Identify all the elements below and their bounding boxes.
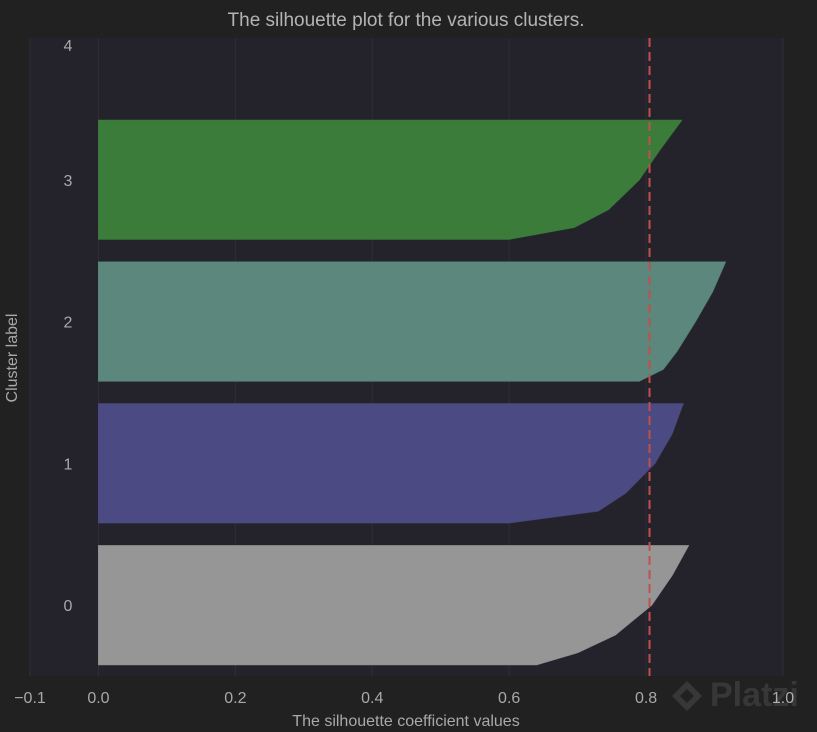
y-tick-label: 2 — [64, 315, 73, 332]
platzi-watermark: Platzi — [670, 676, 799, 715]
x-tick-label: 0.6 — [498, 690, 520, 707]
silhouette-band-cluster-1 — [98, 403, 684, 524]
x-tick-label: 1.0 — [772, 690, 794, 707]
silhouette-band-cluster-2 — [98, 261, 727, 382]
silhouette-band-cluster-0 — [98, 545, 690, 666]
x-tick-label: 0.8 — [635, 690, 657, 707]
x-tick-labels: −0.1 0.0 0.2 0.4 0.6 0.8 1.0 — [14, 690, 794, 707]
y-tick-label: 3 — [64, 173, 73, 190]
x-tick-label: 0.0 — [87, 690, 109, 707]
y-tick-label: 0 — [64, 598, 73, 615]
platzi-logo-icon — [672, 680, 702, 711]
y-tick-labels: 0 1 2 3 4 — [64, 38, 73, 615]
chart-title: The silhouette plot for the various clus… — [228, 10, 585, 31]
y-axis-label: Cluster label — [4, 314, 21, 403]
silhouette-band-cluster-3 — [98, 119, 683, 240]
x-tick-label: 0.2 — [224, 690, 246, 707]
x-tick-label: −0.1 — [14, 690, 46, 707]
y-tick-label: 4 — [64, 38, 73, 55]
silhouette-bands — [98, 119, 727, 666]
y-tick-label: 1 — [64, 456, 73, 473]
x-axis-label: The silhouette coefficient values — [292, 713, 519, 730]
x-tick-label: 0.4 — [361, 690, 383, 707]
